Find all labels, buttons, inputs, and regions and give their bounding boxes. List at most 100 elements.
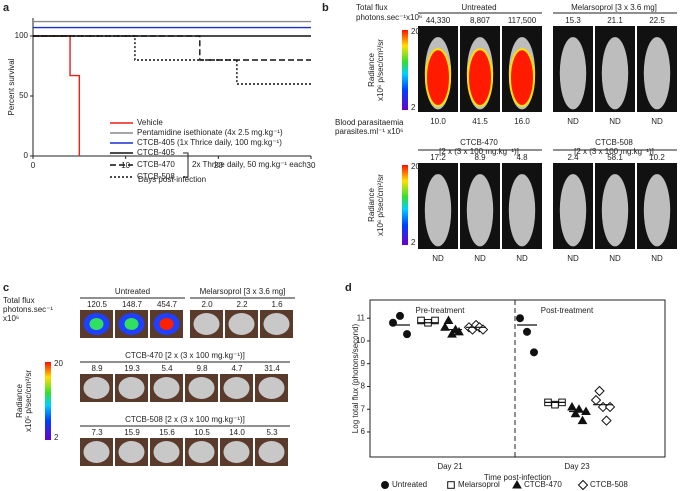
- blood-value: 41.5: [472, 117, 488, 126]
- point: [403, 330, 411, 339]
- mouse: [601, 174, 629, 247]
- point: [570, 408, 581, 418]
- legend-label: CTCB-470: [524, 480, 562, 489]
- brain: [223, 441, 250, 463]
- flux-value: 8.9: [474, 153, 486, 162]
- group-title: CTCB-470 [2 x (3 x 100 mg.kg⁻¹)]: [125, 351, 245, 360]
- flux-value: 4.7: [231, 364, 243, 373]
- point: [530, 348, 538, 357]
- brain: [258, 377, 285, 399]
- flux-value: 15.3: [565, 16, 581, 25]
- flux-value: 5.3: [266, 428, 278, 437]
- legend-label: CTCB-405 (1x Thrice daily, 100 mg.kg⁻¹): [137, 138, 282, 147]
- flux-value: 21.1: [607, 16, 623, 25]
- brain: [83, 441, 110, 463]
- y-tick-label: 100: [15, 31, 29, 40]
- flux-value: 19.3: [124, 364, 140, 373]
- flux-value: 1.6: [271, 300, 283, 309]
- flux-value: 17.2: [430, 153, 446, 162]
- mouse: [559, 37, 587, 110]
- blood-value: ND: [567, 117, 579, 126]
- group-title: CTCB-470: [460, 138, 498, 147]
- point: [447, 329, 457, 338]
- point: [567, 401, 577, 411]
- blood-value: ND: [651, 254, 663, 263]
- panel-letter: b: [322, 2, 329, 14]
- group-title: [2 x (3 x 100 mg.kg⁻¹)]: [574, 147, 654, 156]
- point: [381, 481, 389, 489]
- flux-value: 120.5: [87, 300, 108, 309]
- axis-label: Log total flux (photons/second): [351, 323, 360, 433]
- group-title: [2 x (3 x 100 mg.kg⁻¹)]: [439, 147, 519, 156]
- point: [396, 311, 404, 320]
- flux-value: 454.7: [157, 300, 178, 309]
- group-title: CTCB-508: [595, 138, 633, 147]
- point: [577, 415, 588, 425]
- mouse: [559, 174, 587, 247]
- flux-value: 5.4: [161, 364, 173, 373]
- x-tick-label: 0: [31, 161, 36, 170]
- point: [512, 479, 522, 489]
- colorbar-label: x10⁶ p/sec/cm²/sr: [376, 174, 385, 236]
- survival-line: [33, 35, 311, 85]
- legend-label: Untreated: [392, 480, 427, 489]
- brain: [188, 377, 215, 399]
- group-title: Untreated: [461, 3, 496, 12]
- section-label: Pre-treatment: [416, 306, 466, 315]
- flux-label: Total flux: [3, 296, 35, 305]
- brain: [258, 441, 285, 463]
- group-title: CTCB-508 [2 x (3 x 100 mg.kg⁻¹)]: [125, 415, 245, 424]
- point: [440, 322, 450, 331]
- mouse: [466, 174, 494, 247]
- scale-label: 20: [411, 162, 420, 171]
- flux-label: photons.sec⁻¹: [3, 305, 53, 314]
- group-title: Melarsoprol [3 x 3.6 mg]: [571, 3, 657, 12]
- y-tick-label: 6: [361, 427, 366, 436]
- survival-line: [33, 35, 81, 156]
- legend-label: Pentamidine isethionate (4x 2.5 mg.kg⁻¹): [137, 128, 283, 137]
- y-tick-label: 0: [24, 151, 29, 160]
- flux-value: 10.5: [194, 428, 210, 437]
- blood-label: parasites.ml⁻¹ x10⁶: [335, 127, 403, 136]
- mouse: [424, 174, 452, 247]
- point: [523, 327, 531, 336]
- group-title: Melarsoprol [3 x 3.6 mg]: [200, 287, 286, 296]
- point: [577, 479, 589, 491]
- mouse: [643, 37, 671, 110]
- flux-label: Total flux: [356, 3, 388, 12]
- signal: [89, 318, 104, 330]
- scale-label: 20: [54, 359, 63, 368]
- signal: [124, 318, 139, 330]
- point: [574, 404, 584, 413]
- point: [454, 326, 464, 336]
- flux-value: 4.8: [516, 153, 528, 162]
- legend-label: Melarsoprol: [458, 480, 500, 489]
- flux-value: 9.8: [196, 364, 208, 373]
- brain: [228, 313, 255, 335]
- y-tick-label: 8: [361, 382, 366, 391]
- signal: [509, 48, 535, 107]
- colorbar: [402, 30, 408, 110]
- blood-value: 16.0: [514, 117, 530, 126]
- axis-label: Days post-infection: [138, 175, 206, 184]
- panel-letter: c: [3, 282, 9, 294]
- legend-label: CTCB-405: [137, 148, 175, 157]
- legend-label: CTCB-508: [590, 480, 628, 489]
- colorbar-label: x10⁶ p/sec/cm²/sr: [376, 39, 385, 101]
- brain: [223, 377, 250, 399]
- point: [597, 401, 609, 413]
- flux-value: 22.5: [649, 16, 665, 25]
- colorbar-label: Radiance: [367, 53, 376, 87]
- flux-value: 14.0: [229, 428, 245, 437]
- mouse: [601, 37, 629, 110]
- mouse: [508, 174, 536, 247]
- flux-value: 2.0: [201, 300, 213, 309]
- signal: [425, 48, 451, 107]
- x-tick-label: 10: [121, 161, 130, 170]
- brain: [263, 313, 290, 335]
- colorbar-label: x10⁵ p/sec/cm²/sr: [24, 370, 33, 432]
- flux-label: x10⁶: [3, 314, 19, 323]
- signal: [467, 48, 493, 107]
- x-tick-label: Day 23: [564, 462, 590, 471]
- group-title: Untreated: [115, 287, 150, 296]
